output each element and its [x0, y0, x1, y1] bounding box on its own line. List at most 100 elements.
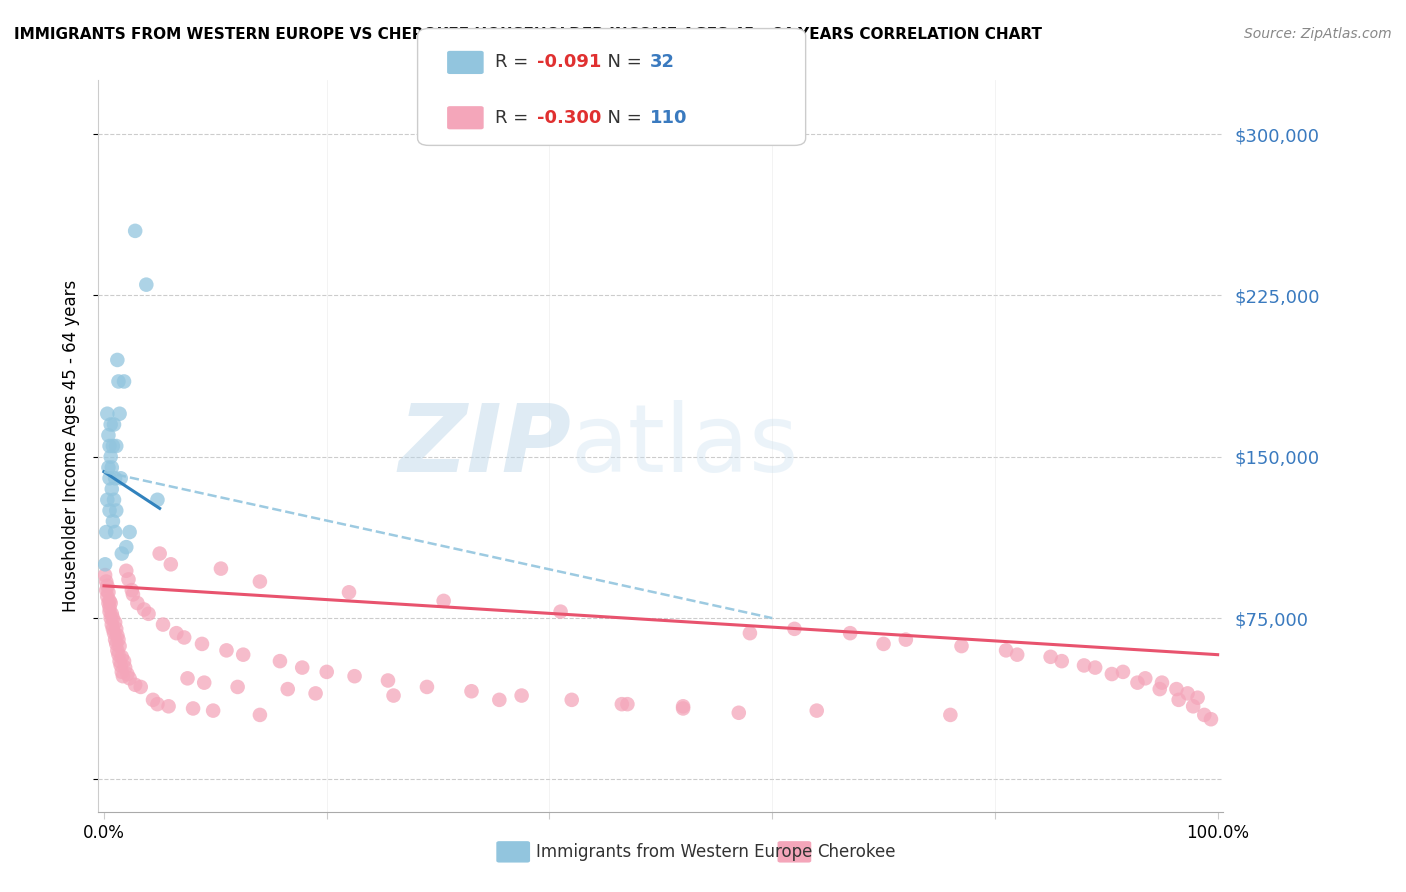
Point: [98, 439, 121, 453]
Text: R =: R =: [495, 109, 534, 127]
Point: [1199, 712, 1222, 726]
Point: [152, 617, 174, 632]
Text: ZIP: ZIP: [398, 400, 571, 492]
Point: [191, 637, 214, 651]
Point: [1177, 686, 1199, 700]
Point: [343, 669, 366, 683]
Point: [249, 574, 271, 589]
Point: [1084, 660, 1107, 674]
Point: [460, 684, 482, 698]
Point: [181, 701, 204, 715]
Point: [118, 671, 141, 685]
Point: [277, 682, 299, 697]
Text: -0.091: -0.091: [537, 54, 602, 71]
Point: [157, 699, 180, 714]
Point: [107, 632, 129, 647]
Text: N =: N =: [596, 54, 648, 71]
Point: [114, 660, 136, 674]
Point: [105, 622, 128, 636]
Point: [101, 482, 124, 496]
Point: [249, 707, 271, 722]
Point: [127, 596, 149, 610]
Point: [94, 568, 117, 582]
Point: [107, 648, 129, 662]
Point: [232, 648, 254, 662]
Point: [105, 503, 128, 517]
Point: [610, 697, 633, 711]
Point: [159, 558, 181, 572]
Point: [101, 611, 124, 625]
Point: [111, 649, 134, 664]
Point: [142, 693, 165, 707]
Point: [1135, 671, 1157, 685]
Point: [124, 224, 146, 238]
Point: [110, 658, 132, 673]
Point: [1166, 682, 1188, 697]
Point: [105, 637, 128, 651]
Point: [382, 689, 405, 703]
Point: [115, 564, 138, 578]
Point: [124, 678, 146, 692]
Point: [806, 704, 828, 718]
Point: [291, 660, 314, 674]
Point: [112, 375, 135, 389]
Text: Source: ZipAtlas.com: Source: ZipAtlas.com: [1244, 27, 1392, 41]
Point: [939, 707, 962, 722]
Point: [122, 587, 145, 601]
Point: [118, 524, 141, 539]
Point: [561, 693, 583, 707]
Point: [105, 628, 128, 642]
Point: [110, 471, 132, 485]
Point: [1182, 699, 1205, 714]
Point: [101, 514, 124, 528]
Point: [1112, 665, 1135, 679]
Point: [433, 594, 456, 608]
Text: Immigrants from Western Europe: Immigrants from Western Europe: [536, 843, 813, 861]
Point: [616, 697, 638, 711]
Point: [96, 583, 118, 598]
Point: [315, 665, 337, 679]
Point: [96, 574, 118, 589]
Point: [98, 594, 121, 608]
Text: 110: 110: [650, 109, 688, 127]
Point: [146, 492, 169, 507]
Point: [1050, 654, 1073, 668]
Point: [117, 573, 139, 587]
Point: [176, 671, 198, 685]
Point: [783, 622, 806, 636]
Point: [129, 680, 152, 694]
Point: [226, 680, 249, 694]
Point: [101, 439, 124, 453]
Point: [100, 450, 122, 464]
Point: [416, 680, 439, 694]
Point: [98, 471, 121, 485]
Point: [138, 607, 160, 621]
Point: [103, 417, 125, 432]
Point: [98, 600, 121, 615]
Point: [100, 611, 122, 625]
Point: [96, 579, 118, 593]
Point: [104, 471, 127, 485]
Point: [100, 417, 122, 432]
Point: [105, 353, 128, 368]
Point: [132, 602, 155, 616]
Text: R =: R =: [495, 54, 534, 71]
Point: [108, 407, 131, 421]
Point: [97, 596, 120, 610]
Point: [839, 626, 862, 640]
Point: [950, 639, 973, 653]
Point: [111, 547, 134, 561]
Point: [215, 643, 238, 657]
Point: [107, 375, 129, 389]
Point: [1126, 675, 1149, 690]
Point: [1167, 693, 1189, 707]
Point: [101, 460, 124, 475]
Point: [550, 605, 572, 619]
Point: [96, 590, 118, 604]
Point: [103, 492, 125, 507]
Point: [738, 626, 761, 640]
Point: [173, 631, 195, 645]
Point: [94, 558, 117, 572]
Point: [105, 439, 128, 453]
Point: [98, 605, 121, 619]
